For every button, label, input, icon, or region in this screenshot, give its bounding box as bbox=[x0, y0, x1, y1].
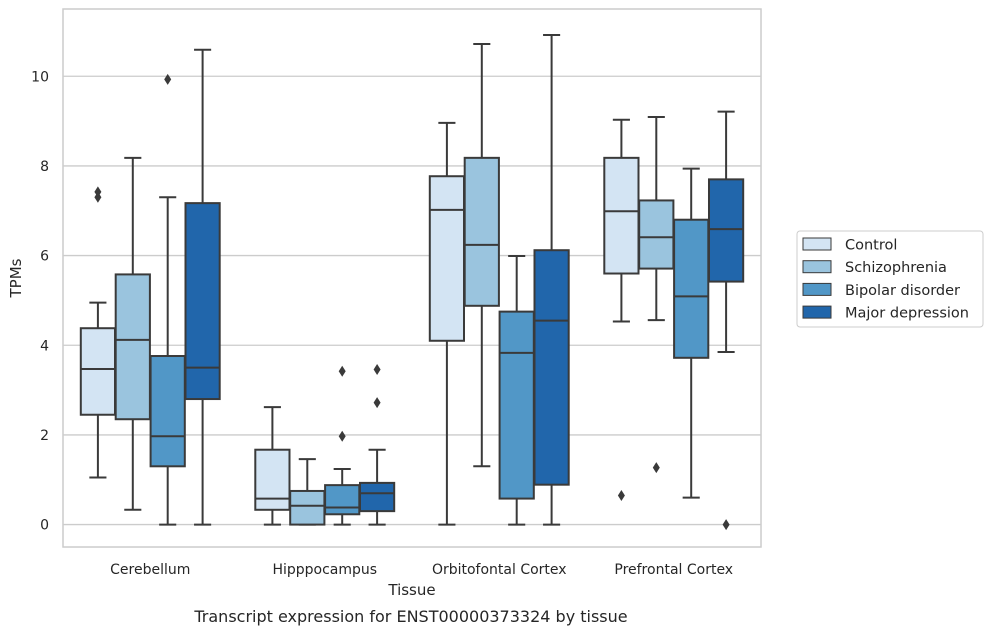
legend-label: Bipolar disorder bbox=[845, 283, 960, 299]
y-tick-label: 8 bbox=[40, 159, 49, 175]
outlier-point bbox=[164, 73, 172, 85]
legend-label: Control bbox=[845, 238, 897, 254]
box-bipolar-disorder bbox=[149, 73, 186, 526]
legend-swatch bbox=[802, 282, 832, 296]
box-control bbox=[428, 121, 466, 526]
box-iqr bbox=[324, 484, 361, 516]
box-major-depression bbox=[707, 110, 745, 531]
outlier-point bbox=[373, 363, 381, 375]
box-major-depression bbox=[533, 34, 570, 526]
box-iqr bbox=[707, 178, 745, 283]
box-schizophrenia bbox=[114, 156, 151, 511]
box-control bbox=[254, 406, 291, 526]
y-axis-title: TPMs bbox=[7, 258, 25, 298]
box-control bbox=[79, 186, 117, 479]
x-tick-label: Hipppocampus bbox=[272, 562, 377, 578]
box-iqr bbox=[184, 202, 221, 401]
outlier-point bbox=[652, 462, 660, 474]
outlier-point bbox=[338, 365, 346, 377]
chart-caption: Transcript expression for ENST0000037332… bbox=[193, 607, 627, 626]
outlier-point bbox=[94, 186, 102, 198]
legend-swatch bbox=[802, 237, 832, 251]
legend-label: Major depression bbox=[845, 306, 969, 322]
plot-frame bbox=[62, 8, 762, 548]
box-iqr bbox=[289, 489, 326, 526]
x-tick-label: Prefrontal Cortex bbox=[614, 562, 733, 578]
y-tick-label: 2 bbox=[40, 428, 49, 444]
legend-swatch bbox=[802, 305, 832, 319]
box-schizophrenia bbox=[638, 116, 675, 474]
legend-label: Schizophrenia bbox=[845, 260, 947, 276]
x-tick-labels: Cerebellum Hipppocampus Orbitofontal Corte… bbox=[110, 562, 733, 578]
legend-item: Schizophrenia bbox=[802, 260, 947, 276]
outlier-point bbox=[722, 519, 730, 531]
box-iqr bbox=[673, 218, 710, 359]
box-bipolar-disorder bbox=[673, 167, 710, 499]
box-major-depression bbox=[358, 363, 396, 526]
outlier-point bbox=[373, 397, 381, 409]
box-iqr bbox=[498, 310, 535, 500]
box-iqr bbox=[114, 273, 151, 421]
y-tick-label: 0 bbox=[40, 518, 49, 534]
legend-items: Control Schizophrenia Bipolar disorder Majo… bbox=[802, 237, 969, 322]
box-iqr bbox=[428, 175, 466, 342]
legend-frame bbox=[796, 230, 984, 328]
legend: Control Schizophrenia Bipolar disorder Majo… bbox=[796, 230, 984, 328]
legend-swatch bbox=[802, 260, 832, 274]
box-iqr bbox=[254, 448, 291, 511]
outlier-point bbox=[338, 430, 346, 442]
box-iqr bbox=[358, 481, 396, 513]
box-iqr bbox=[79, 327, 117, 416]
y-tick-label: 10 bbox=[31, 69, 49, 85]
box-bipolar-disorder bbox=[324, 365, 361, 526]
legend-item: Major depression bbox=[802, 305, 969, 322]
box-iqr bbox=[149, 355, 186, 468]
box-major-depression bbox=[184, 48, 221, 526]
x-axis-title: Tissue bbox=[387, 581, 435, 599]
box-schizophrenia bbox=[463, 42, 500, 468]
boxes bbox=[79, 34, 745, 531]
x-tick-label: Orbitofontal Cortex bbox=[432, 562, 567, 578]
box-iqr bbox=[638, 199, 675, 270]
y-tick-labels: 0 2 4 6 8 10 bbox=[31, 69, 49, 533]
box-schizophrenia bbox=[289, 458, 326, 526]
legend-item: Bipolar disorder bbox=[802, 282, 960, 299]
legend-item: Control bbox=[802, 237, 897, 254]
box-iqr bbox=[463, 156, 500, 307]
outlier-point bbox=[617, 489, 625, 501]
box-iqr bbox=[603, 156, 640, 275]
y-tick-label: 6 bbox=[40, 249, 49, 265]
box-iqr bbox=[533, 249, 570, 486]
box-bipolar-disorder bbox=[498, 255, 535, 526]
x-tick-label: Cerebellum bbox=[110, 562, 190, 578]
box-control bbox=[603, 118, 640, 501]
y-tick-label: 4 bbox=[40, 338, 49, 354]
